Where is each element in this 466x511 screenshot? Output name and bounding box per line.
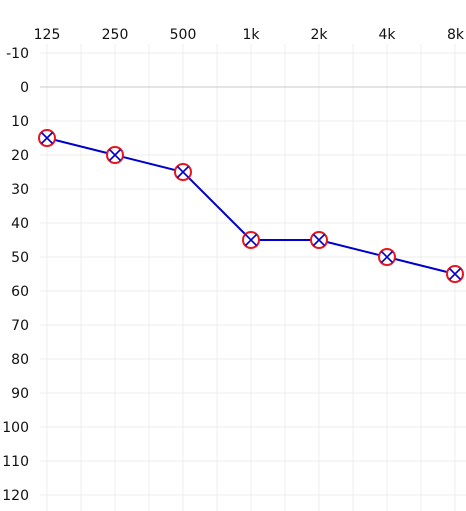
data-point-8k: [446, 265, 464, 283]
data-point-4k: [378, 248, 396, 266]
x-tick-labels: 125 250 500 1k 2k 4k 8k: [34, 27, 465, 43]
y-tick-label: 30: [11, 182, 29, 198]
x-tick-label: 250: [102, 27, 129, 43]
x-tick-label: 4k: [378, 27, 396, 43]
y-tick-labels: -10 0 10 20 30 40 50 60 70 80 90 100 110 120: [2, 46, 29, 504]
series-layer: [38, 129, 464, 283]
y-tick-label: 90: [11, 386, 29, 402]
data-point-1k: [242, 231, 260, 249]
x-tick-label: 2k: [310, 27, 328, 43]
data-point-2k: [310, 231, 328, 249]
y-tick-label: 70: [11, 318, 29, 334]
marker-cross: [448, 267, 462, 281]
y-tick-label: 10: [11, 114, 29, 130]
y-tick-label: -10: [6, 46, 29, 62]
y-tick-label: 80: [11, 352, 29, 368]
y-tick-label: 20: [11, 148, 29, 164]
marker-cross: [40, 131, 54, 145]
marker-cross: [176, 165, 190, 179]
data-point-250: [106, 146, 124, 164]
y-tick-label: 0: [20, 80, 29, 96]
y-tick-label: 50: [11, 250, 29, 266]
marker-cross: [380, 250, 394, 264]
x-tick-label: 500: [170, 27, 197, 43]
y-tick-label: 40: [11, 216, 29, 232]
horizontal-grid: [40, 52, 466, 496]
y-tick-label: 100: [2, 420, 29, 436]
y-tick-label: 120: [2, 488, 29, 504]
x-tick-label: 1k: [242, 27, 260, 43]
data-point-125: [38, 129, 56, 147]
marker-cross: [244, 233, 258, 247]
y-tick-label: 110: [2, 454, 29, 470]
vertical-grid: [46, 44, 456, 511]
data-point-500: [174, 163, 192, 181]
x-tick-label: 8k: [447, 27, 465, 43]
marker-cross: [312, 233, 326, 247]
marker-cross: [108, 148, 122, 162]
y-tick-label: 60: [11, 284, 29, 300]
x-tick-label: 125: [34, 27, 61, 43]
